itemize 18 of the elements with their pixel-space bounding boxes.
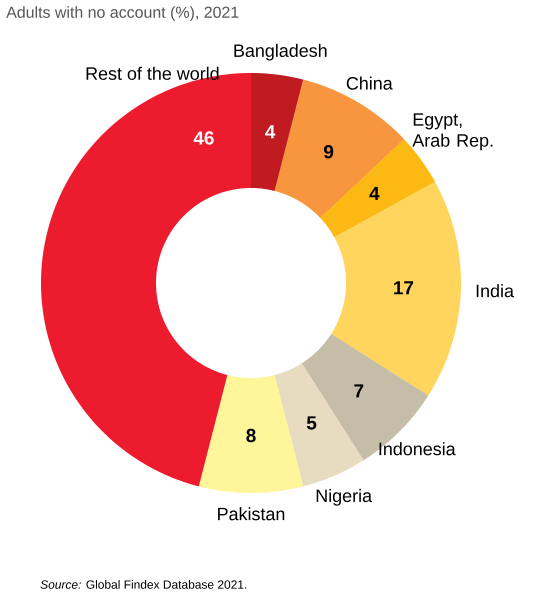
- slice-label: Egypt, Arab Rep.: [412, 113, 492, 150]
- data-label: 17: [394, 281, 414, 294]
- slice-label: China: [346, 76, 393, 90]
- data-label: 4: [369, 186, 380, 200]
- slice-label: India: [476, 284, 514, 298]
- slice-label: Rest of the world: [86, 66, 218, 80]
- slice-label: Nigeria: [316, 488, 372, 506]
- data-label: 8: [246, 428, 256, 442]
- data-label: 5: [306, 416, 316, 430]
- text: Source: Global Findex Database 2021.: [40, 580, 246, 589]
- slice-label: Pakistan: [218, 507, 284, 520]
- data-label: 7: [354, 384, 364, 398]
- data-label: 4: [265, 125, 276, 138]
- slice-label: Indonesia: [380, 442, 456, 456]
- slice-label: Bangladesh: [234, 44, 326, 61]
- data-label: 46: [194, 131, 214, 145]
- chart-title: Adults with no account (%), 2021: [6, 6, 238, 22]
- data-label: 9: [324, 145, 334, 158]
